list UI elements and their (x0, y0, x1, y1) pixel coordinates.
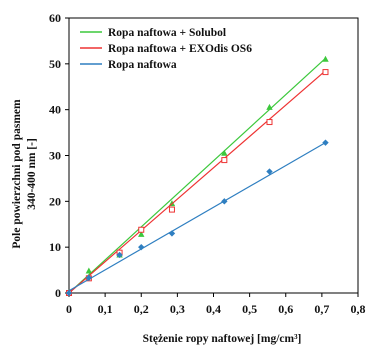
legend-item-0: Ropa naftowa + Solubol (80, 27, 226, 39)
y-axis-title-line-2: 340-400 nm [-] (26, 138, 38, 210)
legend-item-1: Ropa naftowa + EXOdis OS6 (80, 43, 252, 55)
data-point (322, 139, 329, 146)
y-tick-label: 50 (49, 57, 61, 71)
data-point (322, 55, 329, 62)
trend-line (68, 70, 326, 294)
y-tick-label: 0 (55, 286, 61, 300)
data-point (85, 267, 93, 274)
series-0 (65, 55, 329, 296)
x-tick-label: 0,5 (242, 302, 257, 316)
y-tick-label: 20 (49, 194, 61, 208)
x-tick-label: 0,4 (206, 302, 221, 316)
x-axis-title: Stężenie ropy naftowej [mg/cm³] (143, 333, 302, 345)
data-point (138, 226, 145, 233)
data-point (116, 251, 123, 259)
y-tick-label: 10 (49, 240, 61, 254)
series-1 (66, 69, 329, 296)
x-tick-label: 0,1 (98, 302, 113, 316)
data-point (266, 119, 273, 126)
data-point (138, 243, 145, 251)
data-point (168, 230, 176, 237)
x-tick-label: 0,8 (351, 302, 366, 316)
labels-layer: Stężenie ropy naftowej [mg/cm³] Pole pow… (11, 99, 301, 345)
data-point (138, 230, 145, 237)
data-point (266, 103, 273, 110)
y-axis-title-line-1: Pole powierzchni pod pasmem (11, 99, 23, 249)
legend-item-2: Ropa naftowa (80, 59, 177, 71)
axes-layer: 0 0,1 0,2 0,3 0,4 0,5 0,6 0,7 0,8 0 10 20 30 40 50 60 (49, 11, 366, 316)
data-point (85, 274, 93, 282)
x-tick-label: 0,3 (170, 302, 185, 316)
data-point (266, 168, 273, 175)
data-point (221, 157, 228, 164)
x-tick-label: 0 (66, 302, 72, 316)
legend-label: Ropa naftowa + EXOdis OS6 (108, 43, 252, 55)
series-2 (65, 139, 329, 297)
y-tick-label: 40 (49, 103, 61, 117)
data-point (168, 206, 175, 213)
legend: Ropa naftowa + Solubol Ropa naftowa + EXO… (80, 27, 252, 71)
x-tick-label: 0,7 (314, 302, 329, 316)
data-point (65, 289, 73, 297)
data-point (221, 198, 228, 205)
data-point (322, 69, 329, 76)
series-layer (65, 55, 329, 297)
legend-label: Ropa naftowa + Solubol (108, 27, 226, 39)
y-tick-label: 60 (49, 11, 61, 25)
x-tick-label: 0,2 (134, 302, 149, 316)
x-tick-label: 0,6 (278, 302, 293, 316)
legend-label: Ropa naftowa (108, 59, 177, 71)
trend-line (68, 57, 326, 294)
data-point (221, 149, 228, 156)
trend-line (68, 142, 326, 292)
y-tick-label: 30 (49, 149, 61, 163)
